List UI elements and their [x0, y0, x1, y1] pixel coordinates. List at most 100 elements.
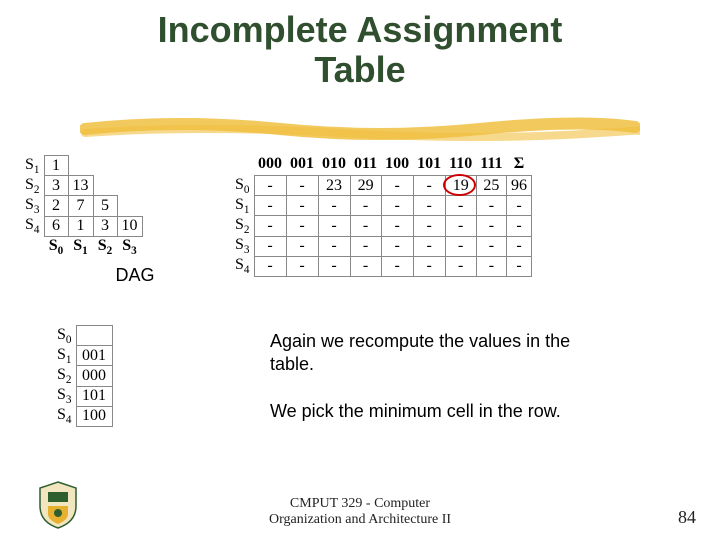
dag-cell: 1	[44, 156, 68, 176]
cost-cell: -	[318, 236, 350, 256]
cost-cell: -	[445, 196, 476, 216]
cost-col-label: 001	[286, 155, 318, 176]
tables-row: S11S2313S3275S461310S0S1S2S3 DAG 0000010…	[20, 155, 700, 286]
cost-block: 000001010011100101110111ΣS0--2329--19259…	[230, 155, 532, 277]
dag-cell: 2	[44, 196, 68, 216]
cost-cell: -	[506, 196, 531, 216]
cost-cell: -	[254, 216, 286, 236]
cost-cell: -	[381, 236, 413, 256]
cost-cell: -	[254, 196, 286, 216]
dag-cell	[93, 176, 117, 196]
title-line1: Incomplete Assignment	[158, 9, 563, 50]
cost-cell: -	[286, 236, 318, 256]
cost-row-label: S1	[230, 196, 254, 216]
assign-cell: 100	[76, 406, 112, 426]
title-underline-stroke	[80, 115, 640, 143]
cost-cell: -	[476, 216, 506, 236]
dag-col-label: S2	[93, 236, 117, 259]
cost-cell: -	[381, 216, 413, 236]
footer-line2: Organization and Architecture II	[269, 512, 451, 527]
assign-block: S0 S1001S2000S3101S4100	[40, 325, 113, 427]
cost-cell: -	[350, 196, 381, 216]
dag-cell: 3	[44, 176, 68, 196]
cost-cell: -	[506, 236, 531, 256]
dag-cell: 7	[68, 196, 93, 216]
cost-cell: -	[318, 196, 350, 216]
dag-cell: 1	[68, 216, 93, 236]
cost-cell: -	[350, 256, 381, 276]
dag-col-label: S0	[44, 236, 68, 259]
dag-label: DAG	[50, 265, 220, 286]
dag-cell: 6	[44, 216, 68, 236]
cost-cell: 25	[476, 176, 506, 196]
cost-table: 000001010011100101110111ΣS0--2329--19259…	[230, 155, 532, 277]
cost-cell: -	[286, 256, 318, 276]
cost-cell: 96	[506, 176, 531, 196]
dag-cell	[117, 176, 142, 196]
assign-table: S0 S1001S2000S3101S4100	[40, 325, 113, 427]
cost-cell: -	[286, 196, 318, 216]
cost-cell: -	[254, 176, 286, 196]
cost-col-label: Σ	[506, 155, 531, 176]
slide-title: Incomplete Assignment Table	[0, 0, 720, 89]
cost-cell: -	[476, 256, 506, 276]
cost-cell: -	[381, 196, 413, 216]
title-line2: Table	[314, 49, 405, 90]
cost-col-label: 000	[254, 155, 286, 176]
cost-row-label: S4	[230, 256, 254, 276]
cost-col-label: 111	[476, 155, 506, 176]
dag-cell: 3	[93, 216, 117, 236]
cost-cell: -	[413, 236, 445, 256]
cost-cell: -	[506, 256, 531, 276]
dag-table: S11S2313S3275S461310S0S1S2S3	[20, 155, 143, 259]
cost-cell: 23	[318, 176, 350, 196]
cost-cell: -	[445, 256, 476, 276]
assign-row-label: S3	[40, 386, 76, 406]
cost-cell: -	[318, 256, 350, 276]
dag-cell	[117, 156, 142, 176]
cost-cell: -	[381, 256, 413, 276]
cost-cell: -	[381, 176, 413, 196]
cost-cell: -	[476, 236, 506, 256]
assign-cell: 000	[76, 366, 112, 386]
dag-row-label: S2	[20, 176, 44, 196]
footer-line1: CMPUT 329 - Computer	[290, 496, 430, 511]
assign-cell	[76, 326, 112, 346]
cost-col-label: 110	[445, 155, 476, 176]
cost-cell: 19	[445, 176, 476, 196]
cost-cell: -	[445, 236, 476, 256]
cost-cell: 29	[350, 176, 381, 196]
cost-cell: -	[476, 196, 506, 216]
cost-col-label: 100	[381, 155, 413, 176]
dag-col-label: S1	[68, 236, 93, 259]
dag-block: S11S2313S3275S461310S0S1S2S3 DAG	[20, 155, 220, 286]
cost-cell: -	[254, 236, 286, 256]
assign-row-label: S2	[40, 366, 76, 386]
assign-cell: 001	[76, 346, 112, 366]
cost-cell: -	[254, 256, 286, 276]
page-number: 84	[678, 507, 696, 528]
dag-cell: 5	[93, 196, 117, 216]
dag-row-label: S4	[20, 216, 44, 236]
assign-cell: 101	[76, 386, 112, 406]
cost-cell: -	[286, 216, 318, 236]
cost-cell: -	[506, 216, 531, 236]
dag-cell	[117, 196, 142, 216]
cost-cell: -	[413, 176, 445, 196]
assign-row-label: S4	[40, 406, 76, 426]
dag-cell: 13	[68, 176, 93, 196]
cost-cell: -	[413, 196, 445, 216]
cost-cell: -	[286, 176, 318, 196]
cost-row-label: S3	[230, 236, 254, 256]
body-text-2: We pick the minimum cell in the row.	[270, 400, 700, 423]
dag-cell: 10	[117, 216, 142, 236]
cost-cell: -	[413, 216, 445, 236]
assign-row-label: S0	[40, 326, 76, 346]
cost-col-label: 101	[413, 155, 445, 176]
assign-row-label: S1	[40, 346, 76, 366]
dag-cell	[68, 156, 93, 176]
cost-col-label: 011	[350, 155, 381, 176]
cost-row-label: S2	[230, 216, 254, 236]
cost-row-label: S0	[230, 176, 254, 196]
cost-col-label: 010	[318, 155, 350, 176]
